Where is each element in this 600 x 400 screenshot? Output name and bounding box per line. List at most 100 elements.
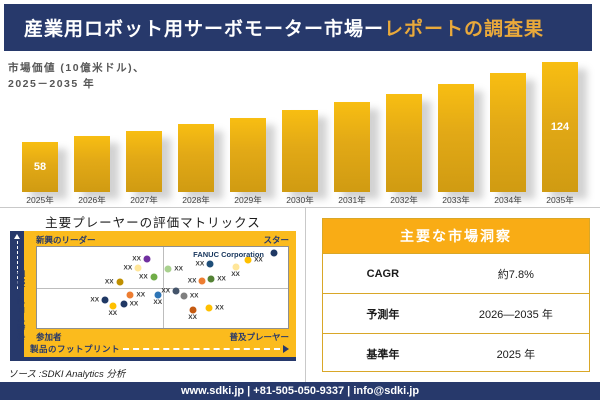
matrix-point-label: XX <box>188 314 197 322</box>
chart-subtitle-line2: 2025－2035 年 <box>8 78 96 91</box>
insight-row-value: 2025 年 <box>496 348 536 361</box>
matrix-point <box>126 291 134 299</box>
bar-chart-x-axis: 2025年 2026年 2027年 2028年 2029年 2030年 2031年 2032年… <box>22 194 578 206</box>
quadrant-label-emerging-leaders: 新興のリーダー <box>36 235 96 245</box>
matrix-point <box>109 302 117 310</box>
footer-bar: www.sdki.jp | +81-505-050-9337 | info@sd… <box>0 382 600 400</box>
bar-value-label: 58 <box>33 161 47 173</box>
quadrant-label-participants: 参加者 <box>36 332 62 342</box>
matrix-point <box>150 273 158 281</box>
matrix-scatter-plot: FANUC Corporation XX XX XX XX XX XX XX XX XX XX XX… <box>36 246 289 329</box>
bar-value-label: 124 <box>550 121 570 133</box>
bar-chart: 58 124 <box>22 56 578 192</box>
matrix-point <box>206 260 214 268</box>
source-note: ソース :SDKI Analytics 分析 <box>8 369 126 380</box>
x-tick-label: 2035年 <box>546 195 574 205</box>
footer-contact-text: www.sdki.jp | +81-505-050-9337 | info@sd… <box>180 385 420 397</box>
matrix-point-label: XX <box>129 300 139 308</box>
matrix-point-label: XX <box>231 270 240 278</box>
chart-subtitle: 市場価値 (10億米ドル)、 2025－2035 年 <box>8 60 145 93</box>
matrix-point <box>101 296 109 304</box>
matrix-point-label: XX <box>123 264 133 272</box>
matrix-point-label: XX <box>189 292 199 300</box>
x-tick-label: 2025年 <box>26 195 54 205</box>
bar-2030年 <box>282 110 318 192</box>
insight-row-CAGR: CAGR 約7.8% <box>323 253 589 293</box>
matrix-point <box>244 256 252 264</box>
insight-row-label: 基準年 <box>366 348 400 361</box>
matrix-point-label: XX <box>187 277 197 285</box>
insights-table-header: 主要な市場洞察 <box>323 219 589 253</box>
section-divider-vertical <box>305 207 306 382</box>
matrix-point <box>164 265 172 273</box>
matrix-point-label: XX <box>136 291 146 299</box>
x-tick-label: 2029年 <box>234 195 262 205</box>
insight-row-label: CAGR <box>366 267 400 280</box>
bar-2031年 <box>334 102 370 192</box>
matrix-point-label: XX <box>139 273 148 281</box>
quadrant-label-pervasive-players: 普及プレーヤー <box>229 332 289 342</box>
matrix-point-label: XX <box>153 298 163 306</box>
x-tick-label: 2033年 <box>442 195 470 205</box>
highlight-company-label: FANUC Corporation <box>193 250 264 259</box>
matrix-point-label: XX <box>215 304 224 311</box>
matrix-y-axis-label: 市場シェア・順位 <box>17 269 26 341</box>
insight-row-value: 2026—2035 年 <box>478 308 553 321</box>
bar-2027年 <box>126 131 162 192</box>
bar-2026年 <box>74 136 110 192</box>
x-axis-arrow-icon <box>283 344 289 353</box>
matrix-point <box>120 300 128 308</box>
bar-2034年 <box>490 73 526 192</box>
x-tick-label: 2030年 <box>286 195 314 205</box>
y-axis-strip <box>10 231 24 357</box>
market-insights-table: 主要な市場洞察 CAGR 約7.8% 予測年 2026—2035 年基準年 2025 年 <box>322 218 590 372</box>
insight-row-label: 予測年 <box>366 308 400 321</box>
matrix-point-label: XX <box>108 309 118 317</box>
bar-2035年: 124 <box>542 62 578 192</box>
matrix-point <box>205 304 213 311</box>
x-tick-label: 2027年 <box>130 195 158 205</box>
header-bar: 産業用ロボット用サーボモーター市場ー レポートの調査果 <box>4 4 592 51</box>
matrix-point <box>270 249 278 257</box>
y-axis-arrow-icon <box>14 234 20 239</box>
matrix-point-label: XX <box>161 287 171 295</box>
bar-2029年 <box>230 118 266 192</box>
matrix-point <box>189 306 197 314</box>
chart-subtitle-line1: 市場価値 (10億米ドル)、 <box>8 62 146 74</box>
matrix-point <box>134 264 142 272</box>
matrix-point <box>232 263 240 271</box>
page-title-main: 産業用ロボット用サーボモーター市場ー <box>24 19 385 40</box>
page-title-accent: レポートの調査果 <box>384 19 545 40</box>
matrix-panel: 市場シェア・順位 新興のリーダー スター FANUC Corporation X… <box>10 231 296 361</box>
matrix-point-label: XX <box>90 296 100 304</box>
matrix-point-label: XX <box>104 278 114 286</box>
matrix-title: 主要プレーヤーの評価マトリックス <box>45 216 261 230</box>
matrix-point-label: XX <box>254 256 263 264</box>
matrix-point-label: XX <box>174 265 183 273</box>
matrix-point-label: XX <box>195 260 205 268</box>
matrix-point <box>154 291 162 299</box>
x-tick-label: 2034年 <box>494 195 522 205</box>
x-axis-dashed-line <box>123 347 280 350</box>
x-tick-label: 2028年 <box>182 195 210 205</box>
matrix-point <box>198 277 206 285</box>
insight-row-value: 約7.8% <box>497 268 534 281</box>
matrix-point <box>207 275 215 283</box>
y-axis-dashed-line <box>17 241 18 289</box>
x-tick-label: 2026年 <box>78 195 106 205</box>
quadrant-label-stars: スター <box>263 235 289 245</box>
matrix-point <box>116 278 124 286</box>
bar-2032年 <box>386 94 422 192</box>
bar-2028年 <box>178 124 214 192</box>
x-tick-label: 2032年 <box>390 195 418 205</box>
matrix-point-label: XX <box>132 255 141 263</box>
matrix-point-label: XX <box>217 275 226 283</box>
bar-2025年: 58 <box>22 142 58 192</box>
x-tick-label: 2031年 <box>338 195 366 205</box>
insight-row-基準年: 基準年 2025 年 <box>323 333 589 373</box>
matrix-x-axis-label: 製品のフットプリント <box>30 343 121 354</box>
matrix-point <box>143 255 151 263</box>
bar-2033年 <box>438 84 474 192</box>
matrix-point <box>180 292 188 300</box>
insight-row-予測年: 予測年 2026—2035 年 <box>323 293 589 333</box>
